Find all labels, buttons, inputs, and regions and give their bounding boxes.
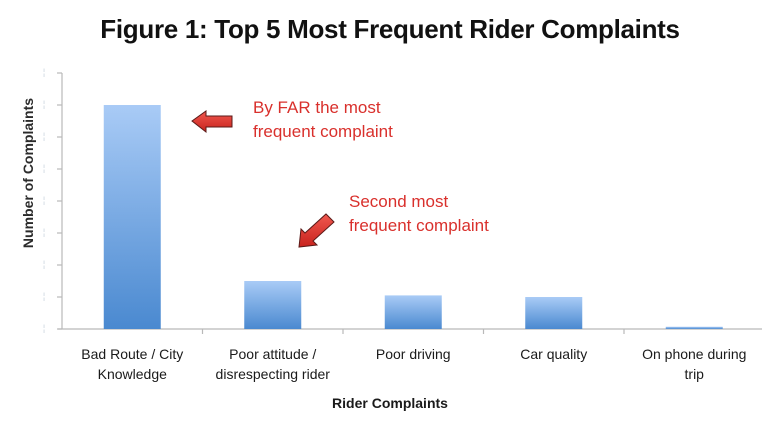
y-tick-label: ¦ (42, 67, 46, 77)
x-category-label: Poor attitude / disrespecting rider (215, 346, 330, 382)
bars (103, 105, 723, 329)
bar (103, 105, 161, 329)
y-tick-label: ¦ (42, 323, 46, 333)
annotation-line: By FAR the most (253, 98, 381, 117)
chart-title: Figure 1: Top 5 Most Frequent Rider Comp… (100, 14, 680, 44)
bar (525, 297, 583, 329)
y-tick-label: ¦ (42, 131, 46, 141)
y-ticks (57, 72, 62, 330)
y-tick-label: ¦ (42, 291, 46, 301)
y-tick-label: ¦ (42, 227, 46, 237)
y-tick-label: ¦ (42, 195, 46, 205)
bar (244, 281, 302, 329)
annotation-most-frequent: By FAR the most frequent complaint (253, 96, 393, 144)
y-tick-label: ¦ (42, 259, 46, 269)
x-category-label: Poor driving (375, 346, 451, 362)
y-tick-label: ¦ (42, 99, 46, 109)
annotation-line: Second most (349, 192, 449, 211)
bar (384, 295, 442, 329)
x-ticks (201, 329, 625, 334)
annotation-line: frequent complaint (253, 122, 393, 141)
annotation-second-most: Second most frequent complaint (349, 190, 489, 238)
annotation-arrow-1 (191, 110, 233, 134)
x-category-label: Bad Route / City Knowledge (81, 346, 184, 382)
x-category-label: Car quality (520, 346, 588, 362)
annotation-line: frequent complaint (349, 216, 489, 235)
y-tick-label: ¦ (42, 163, 46, 173)
x-category-label: On phone during trip (642, 346, 747, 382)
x-axis-label: Rider Complaints (332, 395, 448, 411)
bar (665, 326, 723, 329)
annotation-arrow-2 (298, 213, 335, 248)
